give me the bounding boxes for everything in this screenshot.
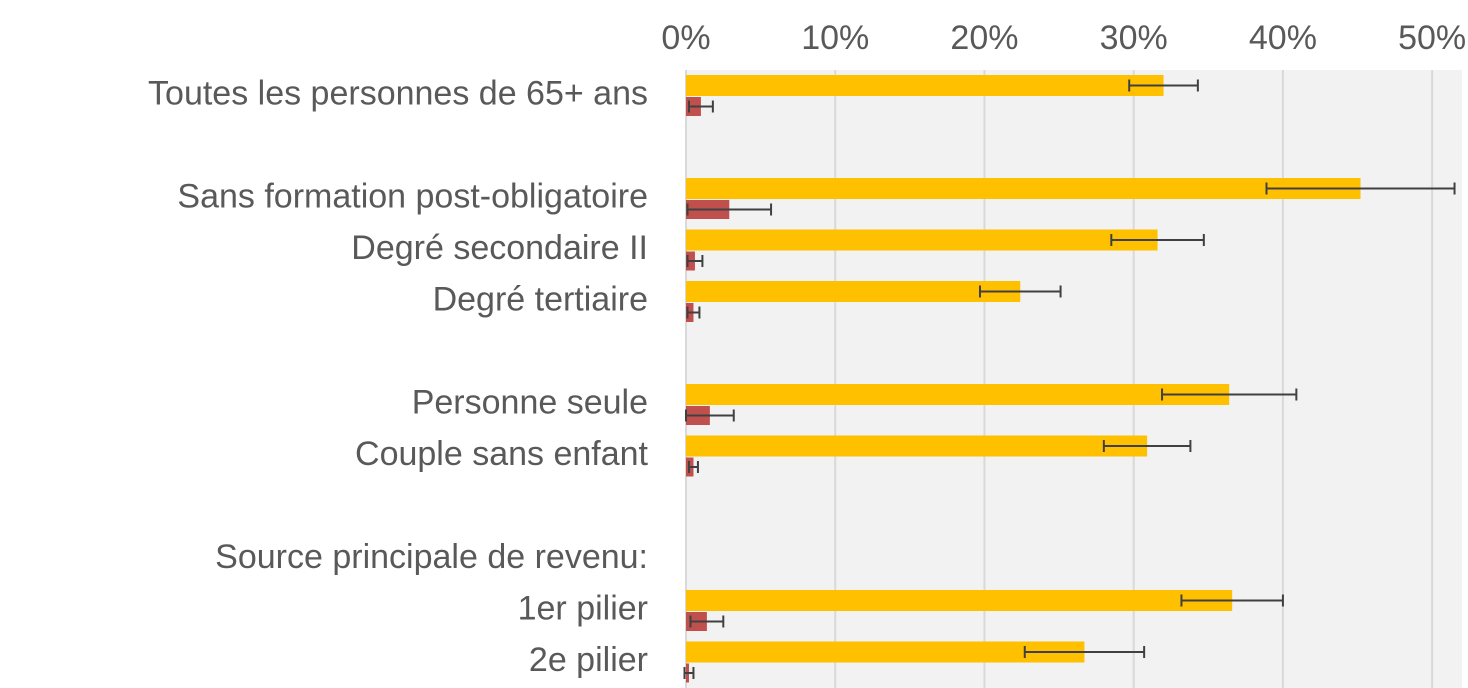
category-label: Personne seule <box>412 384 648 422</box>
error-bar <box>686 306 701 319</box>
error-bar <box>687 100 714 113</box>
x-tick-label: 40% <box>1249 19 1317 57</box>
error-bar <box>1265 182 1456 195</box>
category-label: Degré tertiaire <box>433 281 648 319</box>
error-bar <box>687 461 699 473</box>
category-label: Source principale de revenu: <box>215 538 648 576</box>
category-label: 2e pilier <box>529 641 648 679</box>
bar <box>686 229 1158 251</box>
error-bar <box>683 667 695 679</box>
error-bar <box>1102 440 1192 452</box>
error-bar <box>978 285 1062 298</box>
error-bar <box>1180 594 1284 607</box>
error-bar <box>1023 646 1146 658</box>
x-tick-label: 30% <box>1100 19 1168 57</box>
category-label: Sans formation post-obligatoire <box>177 178 648 216</box>
x-tick-label: 0% <box>661 19 710 57</box>
error-bar <box>686 203 773 216</box>
category-label: Toutes les personnes de 65+ ans <box>148 75 648 113</box>
bar <box>686 281 1021 302</box>
error-bar <box>689 615 725 628</box>
bar <box>686 75 1164 96</box>
error-bar <box>686 255 704 267</box>
error-bar <box>1128 79 1199 92</box>
bar <box>686 178 1361 199</box>
error-bar <box>1161 388 1298 401</box>
x-tick-label: 50% <box>1398 19 1466 57</box>
x-tick-label: 20% <box>950 19 1018 57</box>
error-bar <box>1110 234 1205 246</box>
bar <box>686 590 1233 611</box>
category-label: Degré secondaire II <box>351 229 648 267</box>
bar <box>686 435 1148 457</box>
plot-area <box>686 70 1462 688</box>
error-bar <box>685 409 735 422</box>
bar <box>686 384 1230 405</box>
category-label: 1er pilier <box>518 590 648 628</box>
category-label: Couple sans enfant <box>355 435 649 473</box>
x-tick-label: 10% <box>801 19 869 57</box>
bar <box>686 641 1085 663</box>
